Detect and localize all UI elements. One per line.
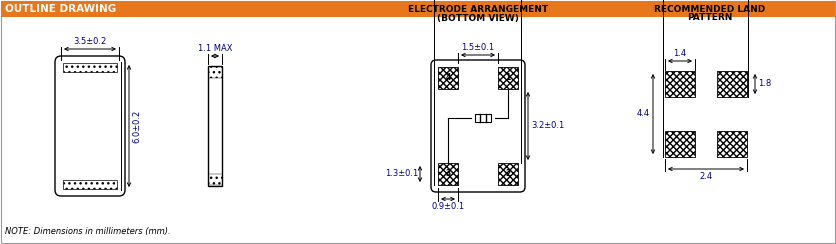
Text: PATTERN: PATTERN	[687, 13, 732, 22]
Bar	[208, 67, 222, 78]
Text: 6.0±0.2: 6.0±0.2	[132, 109, 141, 143]
Text: 1.8: 1.8	[758, 80, 772, 89]
Text: 1.3±0.1: 1.3±0.1	[385, 170, 418, 179]
Bar	[498, 67, 518, 89]
Bar	[63, 180, 117, 189]
Bar	[438, 163, 458, 185]
Text: 1.1 MAX: 1.1 MAX	[198, 44, 232, 53]
Text: 1: 1	[506, 73, 511, 82]
Text: RECOMMENDED LAND: RECOMMENDED LAND	[655, 6, 766, 14]
Bar	[208, 66, 222, 186]
Bar	[498, 163, 518, 185]
Text: 1.4: 1.4	[674, 49, 686, 58]
Bar	[665, 131, 695, 157]
Text: 3: 3	[446, 170, 451, 179]
Text: 1.5±0.1: 1.5±0.1	[461, 43, 495, 52]
Bar	[717, 71, 747, 97]
Bar	[665, 71, 695, 97]
Text: 3.2±0.1: 3.2±0.1	[531, 122, 564, 131]
Text: 2.4: 2.4	[700, 172, 712, 181]
Bar	[63, 63, 117, 72]
FancyBboxPatch shape	[55, 56, 125, 196]
Bar	[717, 131, 747, 157]
Bar	[475, 114, 491, 122]
Text: ELECTRODE ARRANGEMENT: ELECTRODE ARRANGEMENT	[408, 6, 548, 14]
Bar	[208, 174, 222, 185]
Bar	[1, 1, 835, 17]
Text: 0.9±0.1: 0.9±0.1	[431, 202, 465, 211]
Text: (BOTTOM VIEW): (BOTTOM VIEW)	[437, 13, 519, 22]
Text: 3.5±0.2: 3.5±0.2	[74, 37, 107, 46]
Text: 4: 4	[446, 73, 451, 82]
Bar	[438, 67, 458, 89]
Text: OUTLINE DRAWING: OUTLINE DRAWING	[5, 4, 116, 14]
FancyBboxPatch shape	[431, 60, 525, 192]
Text: NOTE: Dimensions in millimeters (mm).: NOTE: Dimensions in millimeters (mm).	[5, 227, 171, 236]
Text: 2: 2	[506, 170, 511, 179]
Text: 4.4: 4.4	[637, 110, 650, 119]
